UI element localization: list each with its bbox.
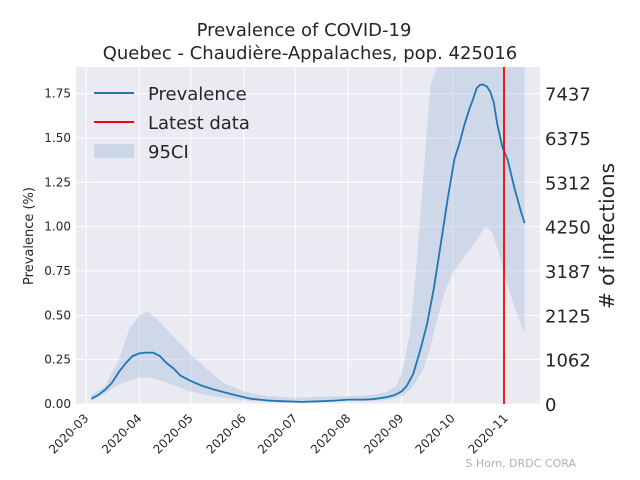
- y-tick-label-right: 5312: [545, 173, 591, 194]
- x-tick-labels: 2020-03 2020-04 2020-05 2020-06 2020-07 2020-…: [46, 411, 511, 456]
- y-tick-label-right: 7437: [545, 85, 591, 106]
- x-tick-label: 2020-04: [99, 411, 144, 456]
- x-tick-label: 2020-05: [150, 411, 195, 456]
- x-tick-label: 2020-10: [412, 411, 457, 456]
- y-axis-label-left: Prevalence (%): [22, 187, 37, 285]
- y-tick-labels-left: 0.00 0.25 0.50 0.75 1.00 1.25 1.50 1.75: [44, 87, 71, 411]
- x-tick-label: 2020-11: [466, 411, 511, 456]
- x-tick-label: 2020-09: [361, 411, 406, 456]
- legend-latest-label: Latest data: [148, 113, 250, 134]
- y-tick-label-left: 0.00: [44, 397, 71, 411]
- y-tick-label-right: 0: [545, 395, 556, 416]
- chart-title-line2: Quebec - Chaudière-Appalaches, pop. 4250…: [103, 43, 518, 64]
- y-tick-label-left: 1.25: [44, 175, 71, 189]
- legend: Prevalence Latest data 95CI: [94, 84, 250, 163]
- y-tick-label-right: 6375: [545, 129, 591, 150]
- y-tick-label-right: 1062: [545, 351, 591, 372]
- y-tick-label-left: 0.25: [44, 353, 71, 367]
- y-tick-label-right: 4250: [545, 218, 591, 239]
- y-tick-label-left: 1.75: [44, 87, 71, 101]
- legend-prevalence-label: Prevalence: [148, 84, 247, 105]
- x-tick-label: 2020-06: [204, 411, 249, 456]
- y-tick-label-left: 1.50: [44, 131, 71, 145]
- x-tick-label: 2020-03: [46, 411, 91, 456]
- legend-ci-swatch: [94, 144, 134, 158]
- series-layer: [90, 67, 526, 404]
- legend-ci-label: 95CI: [148, 142, 189, 163]
- y-tick-label-left: 0.50: [44, 308, 71, 322]
- plot-background: [76, 67, 540, 404]
- prevalence-line: [90, 83, 526, 403]
- y-tick-label-right: 3187: [545, 262, 591, 283]
- x-tick-label: 2020-08: [308, 411, 353, 456]
- y-axis-label-right: # of infections: [595, 163, 619, 309]
- x-tick-label: 2020-07: [255, 411, 300, 456]
- ci-band: [91, 67, 525, 403]
- y-tick-labels-right: 0 1062 2125 3187 4250 5312 6375 7437: [545, 85, 591, 416]
- y-tick-label-left: 0.75: [44, 264, 71, 278]
- credit-text: S Horn, DRDC CORA: [465, 457, 576, 470]
- y-tick-label-right: 2125: [545, 306, 591, 327]
- chart-title-line1: Prevalence of COVID-19: [197, 20, 412, 41]
- gridlines: [76, 67, 540, 405]
- y-tick-label-left: 1.00: [44, 220, 71, 234]
